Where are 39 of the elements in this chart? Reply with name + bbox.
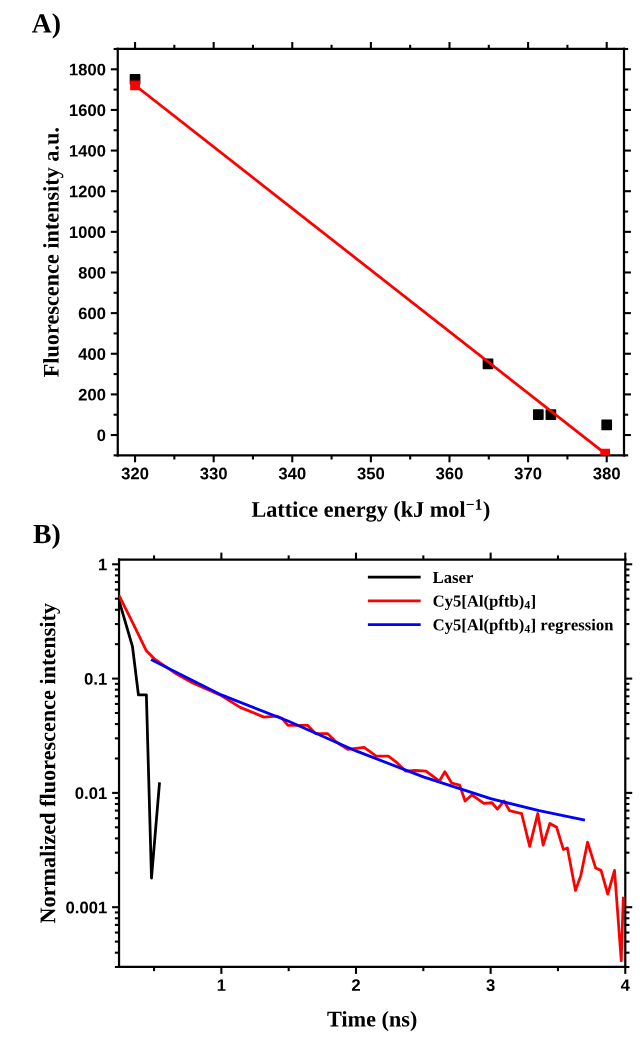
y-axis-title: Normalized fluorescence intensity: [39, 603, 60, 924]
x-tick-label: 320: [121, 467, 149, 480]
x-tick-label: 350: [357, 467, 385, 480]
chart-title: B): [33, 523, 60, 549]
x-tick-label: 330: [200, 467, 227, 480]
y-tick-label: 800: [78, 266, 106, 279]
y-tick-label: 1800: [69, 63, 106, 76]
x-tick-label: 2: [351, 979, 360, 991]
x-tick-label: 360: [435, 467, 463, 480]
x-tick-label: 3: [486, 979, 495, 992]
point: [532, 409, 544, 421]
y-tick-label: 0.001: [66, 901, 107, 914]
y-tick-label: 1200: [69, 185, 106, 198]
y-tick-label: 0.1: [84, 672, 107, 685]
legend-label: Cy5[Al(pftb)$_{4}$] regression: [433, 618, 614, 635]
legend-label: Laser: [432, 571, 473, 584]
point: [601, 419, 613, 431]
point: [130, 80, 140, 91]
x-tick-label: 370: [514, 467, 542, 480]
y-tick-label: 0: [97, 429, 106, 442]
x-tick-label: 1: [217, 979, 226, 991]
y-tick-label: 200: [78, 388, 106, 401]
y-tick-label: 1000: [69, 226, 106, 239]
line-series: [150, 658, 585, 822]
y-tick-label: 0.01: [75, 787, 107, 800]
y-tick-label: 600: [78, 307, 106, 320]
y-tick-label: 1: [99, 558, 107, 571]
x-axis-title: Time (ns): [327, 1010, 417, 1032]
y-tick-label: 400: [78, 348, 106, 360]
legend-label: Cy5[Al(pftb)$_{4}$]: [433, 594, 535, 611]
x-tick-label: 380: [593, 467, 620, 480]
x-axis-title: Lattice energy (kJ mol$^{−1}$): [251, 499, 490, 522]
y-tick-label: 1600: [69, 104, 106, 117]
chart-title: A): [31, 13, 60, 39]
point: [600, 448, 610, 456]
y-tick-label: 1400: [69, 144, 106, 157]
y-axis-title: Fluorescence intensity a.u.: [43, 128, 64, 377]
x-tick-label: 340: [278, 467, 306, 480]
x-tick-label: 4: [620, 979, 630, 991]
